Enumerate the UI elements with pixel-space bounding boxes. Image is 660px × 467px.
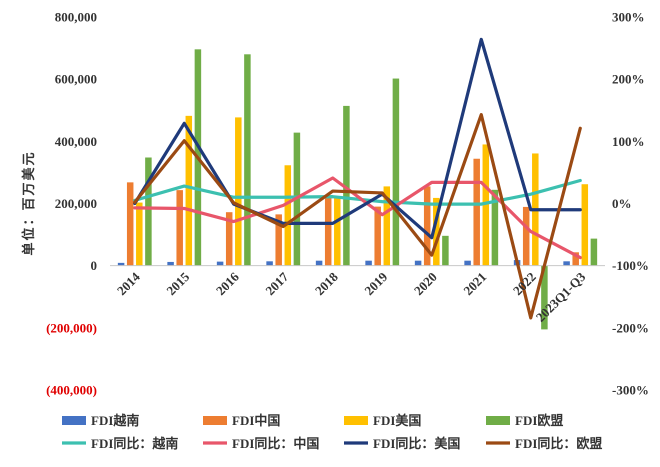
legend-label: FDI中国 [232,413,280,428]
legend-item: FDI同比：欧盟 [486,436,602,451]
bar [225,212,233,266]
x-tick-label: 2016 [213,269,242,298]
legend-swatch [203,416,227,425]
legend-item: FDI同比：中国 [203,436,319,451]
x-tick-label: 2021 [460,269,489,298]
right-tick-label: 300% [612,10,645,25]
bar [185,115,193,266]
legend-item: FDI同比：越南 [62,436,178,451]
bar [423,186,431,266]
bar [136,202,143,266]
legend-swatch [62,416,86,425]
bar [491,189,499,266]
bar [383,186,391,266]
bar [541,265,548,330]
legend-item: FDI中国 [203,413,280,428]
legend-label: FDI同比：越南 [91,436,178,451]
bar [235,117,242,266]
lines [133,37,582,320]
left-tick-label: 200,000 [55,196,97,211]
legend-label: FDI同比：美国 [373,436,460,451]
legend-label: FDI越南 [91,413,139,428]
bar [145,157,152,266]
series-line [133,176,582,260]
x-tick-label: 2020 [411,269,440,298]
bar [216,261,224,266]
right-tick-label: 200% [612,72,645,87]
bar [343,105,350,266]
x-tick-label: 2022 [510,269,539,298]
legend-label: FDI同比：欧盟 [515,436,602,451]
legend-label: FDI美国 [373,413,421,428]
right-tick-label: -100% [612,258,649,273]
series-line [133,112,582,320]
bar [374,206,381,266]
bar [572,252,579,266]
left-tick-label: 400,000 [55,134,97,149]
left-tick-label: 600,000 [55,72,97,87]
x-tick-label: 2018 [312,269,341,298]
bar [126,182,134,266]
bar [334,196,341,266]
bar [433,197,440,266]
bar [563,261,570,266]
right-axis-ticks: 300% 200% 100% 0% -100% -200% -300% [612,10,649,398]
bar [176,190,183,266]
bar [284,165,292,266]
x-tick-label: 2015 [163,269,192,298]
x-tick-label: 2014 [114,269,143,298]
bar [414,260,422,266]
series-line [133,37,582,240]
bar [581,184,589,266]
bar [324,196,332,266]
bar [167,261,174,266]
left-tick-label: (400,000) [46,383,97,398]
bar [315,260,323,266]
x-axis-labels: 2014 2015 2016 2017 2018 2019 2020 2021 20222023… [114,269,589,325]
legend-label: FDI欧盟 [515,413,563,428]
legend-item: FDI欧盟 [486,413,563,428]
legend-item: FDI美国 [344,413,421,428]
right-tick-label: 100% [612,134,645,149]
legend: FDI越南 FDI中国 FDI美国 FDI欧盟 FDI同比：越南 FDI同比：中国 FDI同… [62,413,602,451]
legend-swatch [486,416,510,425]
y-axis-title-group: 单位：百万美元 [21,150,36,255]
legend-item: FDI越南 [62,413,139,428]
x-tick-label: 2019 [361,269,390,298]
bar [590,238,598,266]
right-tick-label: -300% [612,383,649,398]
bar [275,214,282,266]
left-tick-label: 0 [91,258,98,273]
bar [442,235,449,266]
bar [244,54,251,266]
bar [464,260,471,266]
left-tick-label: 800,000 [55,10,97,25]
bar [482,144,490,266]
bar [365,260,372,266]
legend-swatch [344,416,368,425]
legend-label: FDI同比：中国 [232,436,319,451]
right-tick-label: 0% [612,196,632,211]
bar [392,78,400,266]
left-tick-label: (200,000) [46,320,97,335]
legend-item: FDI同比：美国 [344,436,460,451]
left-axis-ticks: 800,000 600,000 400,000 200,000 0 (200,000) (4… [46,10,97,398]
y-axis-title: 单位：百万美元 [21,150,36,255]
x-tick-label: 2017 [262,269,291,298]
bar [117,262,125,266]
right-tick-label: -200% [612,320,649,335]
series-line [133,178,582,206]
bar [522,206,530,266]
bar [473,158,480,266]
bar [266,261,273,266]
